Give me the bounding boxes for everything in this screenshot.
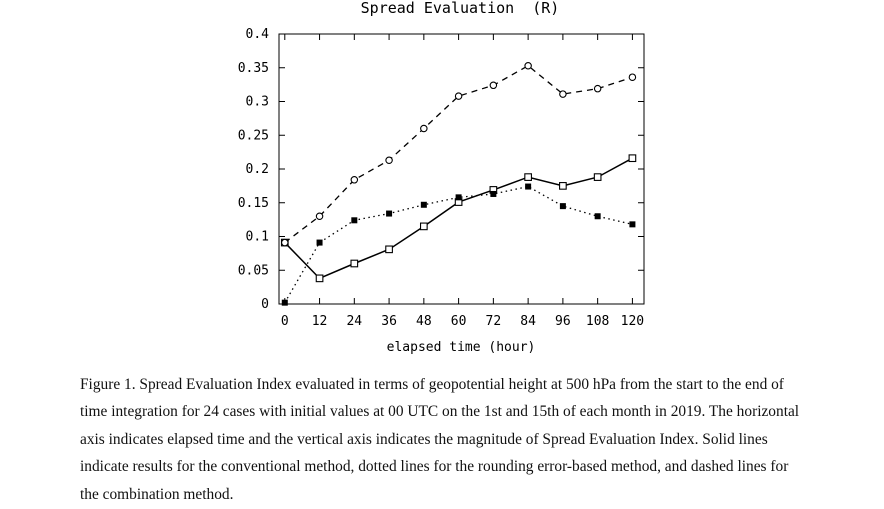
y-tick-label: 0.3 — [246, 95, 269, 110]
x-tick-label: 0 — [281, 314, 289, 329]
series-solid-point — [628, 154, 637, 163]
series-dotted-point — [629, 221, 636, 228]
series-solid-point — [419, 222, 428, 231]
y-tick-label: 0.1 — [246, 230, 269, 245]
series-dashed-point — [315, 212, 324, 221]
series-dashed-point — [489, 81, 498, 90]
y-tick-label: 0 — [261, 297, 269, 312]
x-tick-label: 12 — [312, 314, 328, 329]
series-solid-point — [350, 259, 359, 268]
y-tick-label: 0.4 — [246, 27, 270, 42]
x-tick-label: 84 — [520, 314, 536, 329]
series-solid-point — [559, 182, 567, 190]
y-tick-label: 0.2 — [246, 162, 269, 177]
series-layer — [280, 61, 637, 306]
series-solid-point — [593, 173, 602, 181]
y-tick-label: 0.35 — [238, 61, 269, 76]
y-tick-label: 0.15 — [238, 196, 269, 211]
series-dashed-line — [284, 64, 633, 244]
series-dashed-point — [559, 90, 567, 98]
y-tick-label: 0.25 — [238, 128, 269, 143]
x-tick-label: 48 — [416, 314, 432, 329]
x-axis: 0 12 24 36 48 60 72 84 96 108 120 — [281, 34, 644, 329]
series-dotted-point — [351, 217, 358, 224]
series-dotted-point — [316, 239, 323, 246]
y-tick-label: 0.05 — [238, 263, 269, 278]
series-dotted-point — [490, 190, 497, 197]
series-solid-line — [284, 157, 633, 280]
series-dotted-point — [594, 213, 601, 220]
series-dotted-point — [281, 299, 288, 306]
series-dashed-point — [350, 176, 359, 184]
figure-caption: Figure 1. Spread Evaluation Index evalua… — [80, 376, 800, 503]
series-dotted-point — [386, 210, 393, 217]
series-dashed-point — [593, 84, 602, 93]
x-tick-label: 96 — [555, 314, 571, 329]
chart-title: Spread Evaluation (R) — [361, 0, 560, 17]
series-solid-point — [385, 245, 393, 254]
series-dotted-point — [559, 203, 566, 210]
series-dashed-point — [281, 238, 289, 247]
series-dashed-point — [385, 156, 393, 164]
x-tick-label: 108 — [586, 314, 609, 329]
series-dashed-point — [628, 73, 637, 81]
series-dashed-point — [454, 92, 463, 100]
x-axis-label: elapsed time (hour) — [387, 340, 536, 355]
line-chart: Spread Evaluation (R) 0 0.05 0.1 0.15 0.2 0.2… — [238, 0, 645, 355]
series-dashed-point — [524, 61, 532, 70]
series-dashed-point — [420, 124, 428, 133]
series-dotted-point — [455, 194, 462, 201]
series-solid-point — [524, 173, 532, 181]
series-dotted-point — [420, 201, 427, 208]
x-tick-label: 24 — [346, 314, 362, 329]
x-tick-label: 120 — [621, 314, 644, 329]
series-dotted-point — [525, 183, 532, 190]
x-tick-label: 36 — [381, 314, 397, 329]
x-tick-label: 72 — [486, 314, 502, 329]
plot-frame — [278, 33, 645, 305]
series-solid-point — [315, 274, 324, 283]
x-tick-label: 60 — [451, 314, 467, 329]
y-axis: 0 0.05 0.1 0.15 0.2 0.25 0.3 0.35 0.4 — [238, 27, 644, 312]
